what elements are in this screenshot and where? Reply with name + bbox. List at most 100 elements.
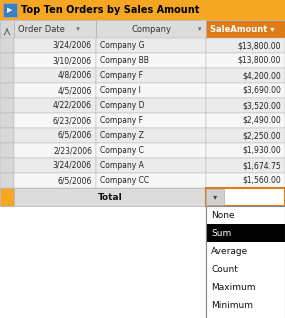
Bar — [206, 20, 285, 38]
Bar — [96, 98, 206, 113]
Bar — [206, 224, 285, 242]
Text: 3/10/2006: 3/10/2006 — [53, 56, 92, 65]
Text: $2,490.00: $2,490.00 — [242, 116, 281, 125]
Text: $13,800.00: $13,800.00 — [237, 41, 281, 50]
Text: Company BB: Company BB — [100, 56, 149, 65]
Text: Minimum: Minimum — [211, 301, 253, 309]
Text: Order Date: Order Date — [18, 24, 65, 33]
Bar — [0, 143, 14, 158]
Text: Sum: Sum — [211, 229, 231, 238]
Bar — [96, 143, 206, 158]
Text: Company Z: Company Z — [100, 131, 144, 140]
Text: ▾: ▾ — [198, 26, 201, 32]
Text: $4,200.00: $4,200.00 — [242, 71, 281, 80]
Bar — [0, 20, 14, 38]
Text: $2,250.00: $2,250.00 — [242, 131, 281, 140]
Bar — [0, 0, 285, 20]
Bar — [0, 53, 14, 68]
Bar — [206, 188, 285, 206]
Bar — [0, 158, 14, 173]
Bar — [206, 206, 285, 224]
Text: 6/5/2006: 6/5/2006 — [58, 176, 92, 185]
Text: Total: Total — [98, 192, 122, 202]
Text: $1,560.00: $1,560.00 — [242, 176, 281, 185]
Text: ▶: ▶ — [7, 7, 13, 13]
Bar — [0, 68, 14, 83]
Bar — [14, 158, 96, 173]
Text: ▾: ▾ — [74, 26, 80, 32]
Text: 4/22/2006: 4/22/2006 — [53, 101, 92, 110]
Text: Company A: Company A — [100, 161, 144, 170]
Bar — [206, 242, 285, 260]
Bar — [14, 113, 96, 128]
Text: Top Ten Orders by Sales Amount: Top Ten Orders by Sales Amount — [21, 5, 200, 15]
Bar — [14, 98, 96, 113]
Bar — [206, 278, 285, 296]
Bar — [14, 143, 96, 158]
Bar — [206, 83, 285, 98]
Text: Average: Average — [211, 246, 248, 255]
Bar — [206, 296, 285, 314]
Bar — [14, 68, 96, 83]
Bar — [0, 173, 14, 188]
Text: 4/5/2006: 4/5/2006 — [58, 86, 92, 95]
Text: $1,930.00: $1,930.00 — [242, 146, 281, 155]
Bar — [14, 188, 206, 206]
Bar — [206, 98, 285, 113]
Bar — [14, 20, 96, 38]
Text: Count: Count — [211, 265, 238, 273]
Bar — [0, 128, 14, 143]
Text: SaleAmount ▾: SaleAmount ▾ — [211, 24, 275, 33]
Bar — [14, 38, 96, 53]
Bar — [206, 128, 285, 143]
Text: $3,520.00: $3,520.00 — [242, 101, 281, 110]
Bar — [206, 113, 285, 128]
Bar — [3, 3, 17, 17]
Bar — [206, 158, 285, 173]
Bar — [14, 53, 96, 68]
Text: 3/24/2006: 3/24/2006 — [53, 41, 92, 50]
Text: Company CC: Company CC — [100, 176, 149, 185]
Bar — [96, 68, 206, 83]
Bar — [0, 113, 14, 128]
Bar — [206, 68, 285, 83]
Bar — [14, 128, 96, 143]
Bar — [206, 314, 285, 318]
Bar — [206, 143, 285, 158]
Bar — [0, 98, 14, 113]
Text: $1,674.75: $1,674.75 — [242, 161, 281, 170]
Bar — [0, 188, 14, 206]
Bar — [96, 38, 206, 53]
Bar — [96, 20, 206, 38]
Text: Company D: Company D — [100, 101, 144, 110]
Bar — [206, 260, 285, 278]
Text: $13,800.00: $13,800.00 — [237, 56, 281, 65]
Bar — [206, 206, 285, 318]
Text: Company G: Company G — [100, 41, 144, 50]
Text: 2/23/2006: 2/23/2006 — [53, 146, 92, 155]
Bar — [206, 38, 285, 53]
Text: $3,690.00: $3,690.00 — [242, 86, 281, 95]
Bar — [96, 83, 206, 98]
Bar — [96, 113, 206, 128]
Bar — [0, 38, 14, 53]
Bar — [14, 83, 96, 98]
Text: 3/24/2006: 3/24/2006 — [53, 161, 92, 170]
Text: 6/5/2006: 6/5/2006 — [58, 131, 92, 140]
Text: 4/8/2006: 4/8/2006 — [58, 71, 92, 80]
Bar — [206, 206, 285, 318]
Text: Company F: Company F — [100, 116, 143, 125]
Bar — [96, 53, 206, 68]
Text: None: None — [211, 211, 235, 219]
Bar — [206, 189, 224, 205]
Bar — [96, 128, 206, 143]
Text: Company F: Company F — [100, 71, 143, 80]
Bar — [0, 83, 14, 98]
Bar — [206, 173, 285, 188]
Text: Company C: Company C — [100, 146, 144, 155]
Bar — [206, 53, 285, 68]
Bar — [96, 158, 206, 173]
Bar — [14, 173, 96, 188]
Text: Company: Company — [131, 24, 171, 33]
Text: Maximum: Maximum — [211, 282, 255, 292]
